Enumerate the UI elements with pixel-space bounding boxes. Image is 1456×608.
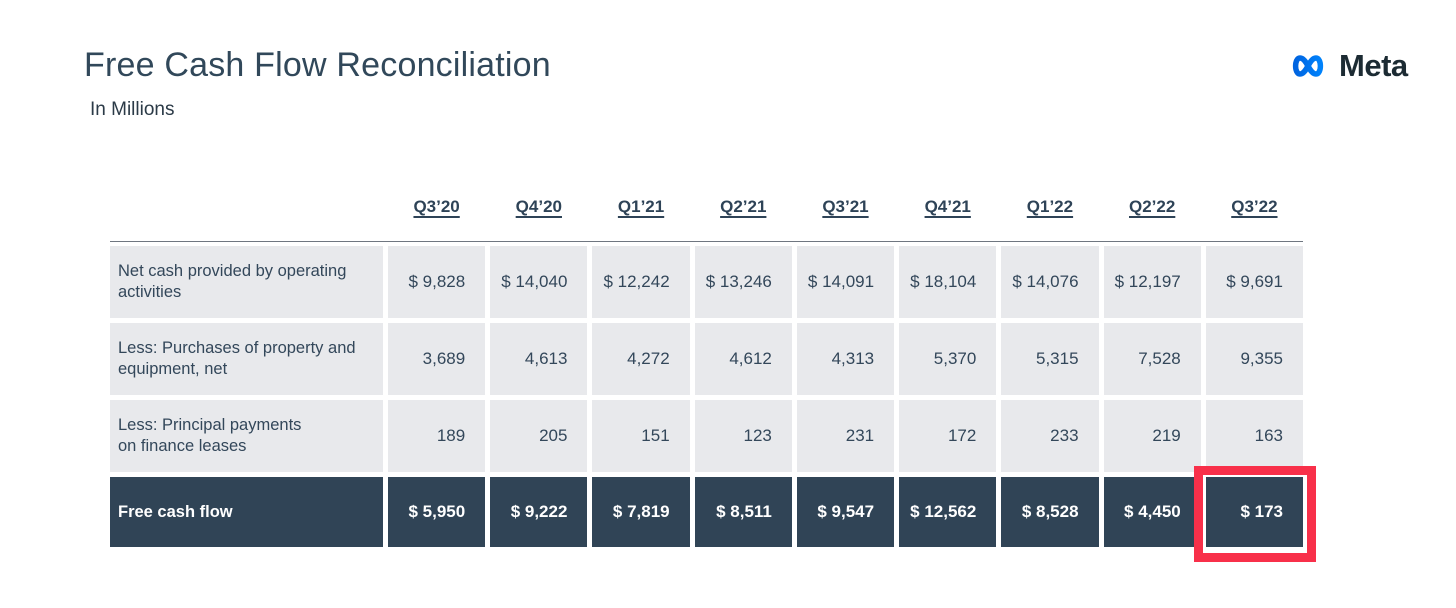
table-cell: 123 (694, 400, 792, 472)
table-cell: $ 14,040 (490, 246, 588, 318)
column-header-q3-22: Q3’22 (1231, 197, 1278, 216)
table-cell: 205 (490, 400, 588, 472)
table-cell: $ 12,242 (592, 246, 690, 318)
table-cell: 172 (899, 400, 997, 472)
column-header-q1-22: Q1’22 (1026, 197, 1074, 216)
row-label-operating-cash: Net cash provided by operating activitie… (110, 246, 383, 318)
table-cell: 231 (796, 400, 895, 472)
page-title: Free Cash Flow Reconciliation (84, 46, 551, 84)
table-cell: 189 (388, 400, 486, 472)
table-cell-highlighted: $ 173 (1205, 477, 1303, 547)
column-header-q3-21: Q3’21 (822, 197, 869, 216)
table-cell: 5,370 (899, 323, 997, 395)
table-cell: $ 7,819 (592, 477, 690, 547)
table-cell: $ 14,091 (796, 246, 895, 318)
table-cell: 163 (1205, 400, 1303, 472)
table-cell: 5,315 (1001, 323, 1099, 395)
table-cell: $ 18,104 (899, 246, 997, 318)
table-cell: $ 5,950 (388, 477, 486, 547)
table-cell: $ 4,450 (1103, 477, 1201, 547)
table-cell: 3,689 (388, 323, 486, 395)
row-label-finance-leases: Less: Principal payments on finance leas… (110, 400, 383, 472)
table-cell: 233 (1001, 400, 1099, 472)
table-cell: 4,272 (592, 323, 690, 395)
table-cell: $ 12,562 (899, 477, 997, 547)
table-cell: 219 (1103, 400, 1201, 472)
table-cell: $ 8,528 (1001, 477, 1099, 547)
column-header-q1-21: Q1’21 (617, 197, 665, 216)
table-cell: $ 12,197 (1103, 246, 1201, 318)
meta-logo: Meta (1284, 48, 1408, 84)
column-header-row: Q3’20 Q4’20 Q1’21 Q2’21 Q3’21 Q4’21 Q1’2… (110, 192, 1303, 222)
table-cell: $ 9,691 (1205, 246, 1303, 318)
table-cell: $ 8,511 (694, 477, 792, 547)
highlight-box (1194, 466, 1316, 562)
table-cell: $ 9,222 (490, 477, 588, 547)
table-cell: $ 14,076 (1001, 246, 1099, 318)
table-body: Net cash provided by operating activitie… (110, 246, 1303, 547)
column-header-q4-20: Q4’20 (515, 197, 562, 216)
meta-infinity-icon (1284, 50, 1332, 82)
table-cell: 4,313 (796, 323, 895, 395)
fcf-table: Q3’20 Q4’20 Q1’21 Q2’21 Q3’21 Q4’21 Q1’2… (110, 192, 1303, 547)
column-header-q2-22: Q2’22 (1129, 197, 1176, 216)
table-cell: 7,528 (1103, 323, 1201, 395)
units-subtitle: In Millions (90, 99, 175, 120)
table-cell: 151 (592, 400, 690, 472)
table-top-rule (110, 241, 1303, 242)
table-cell: 9,355 (1205, 323, 1303, 395)
row-label-capex: Less: Purchases of property and equipmen… (110, 323, 383, 395)
column-header-q3-20: Q3’20 (413, 197, 460, 216)
table-cell: $ 9,547 (796, 477, 895, 547)
table-cell: $ 13,246 (694, 246, 792, 318)
meta-wordmark: Meta (1339, 48, 1408, 83)
table-cell: 4,612 (694, 323, 792, 395)
column-header-q2-21: Q2’21 (720, 197, 767, 216)
row-label-free-cash-flow: Free cash flow (110, 477, 383, 547)
column-header-q4-21: Q4’21 (924, 197, 971, 216)
table-cell: 4,613 (490, 323, 588, 395)
table-cell: $ 9,828 (388, 246, 486, 318)
